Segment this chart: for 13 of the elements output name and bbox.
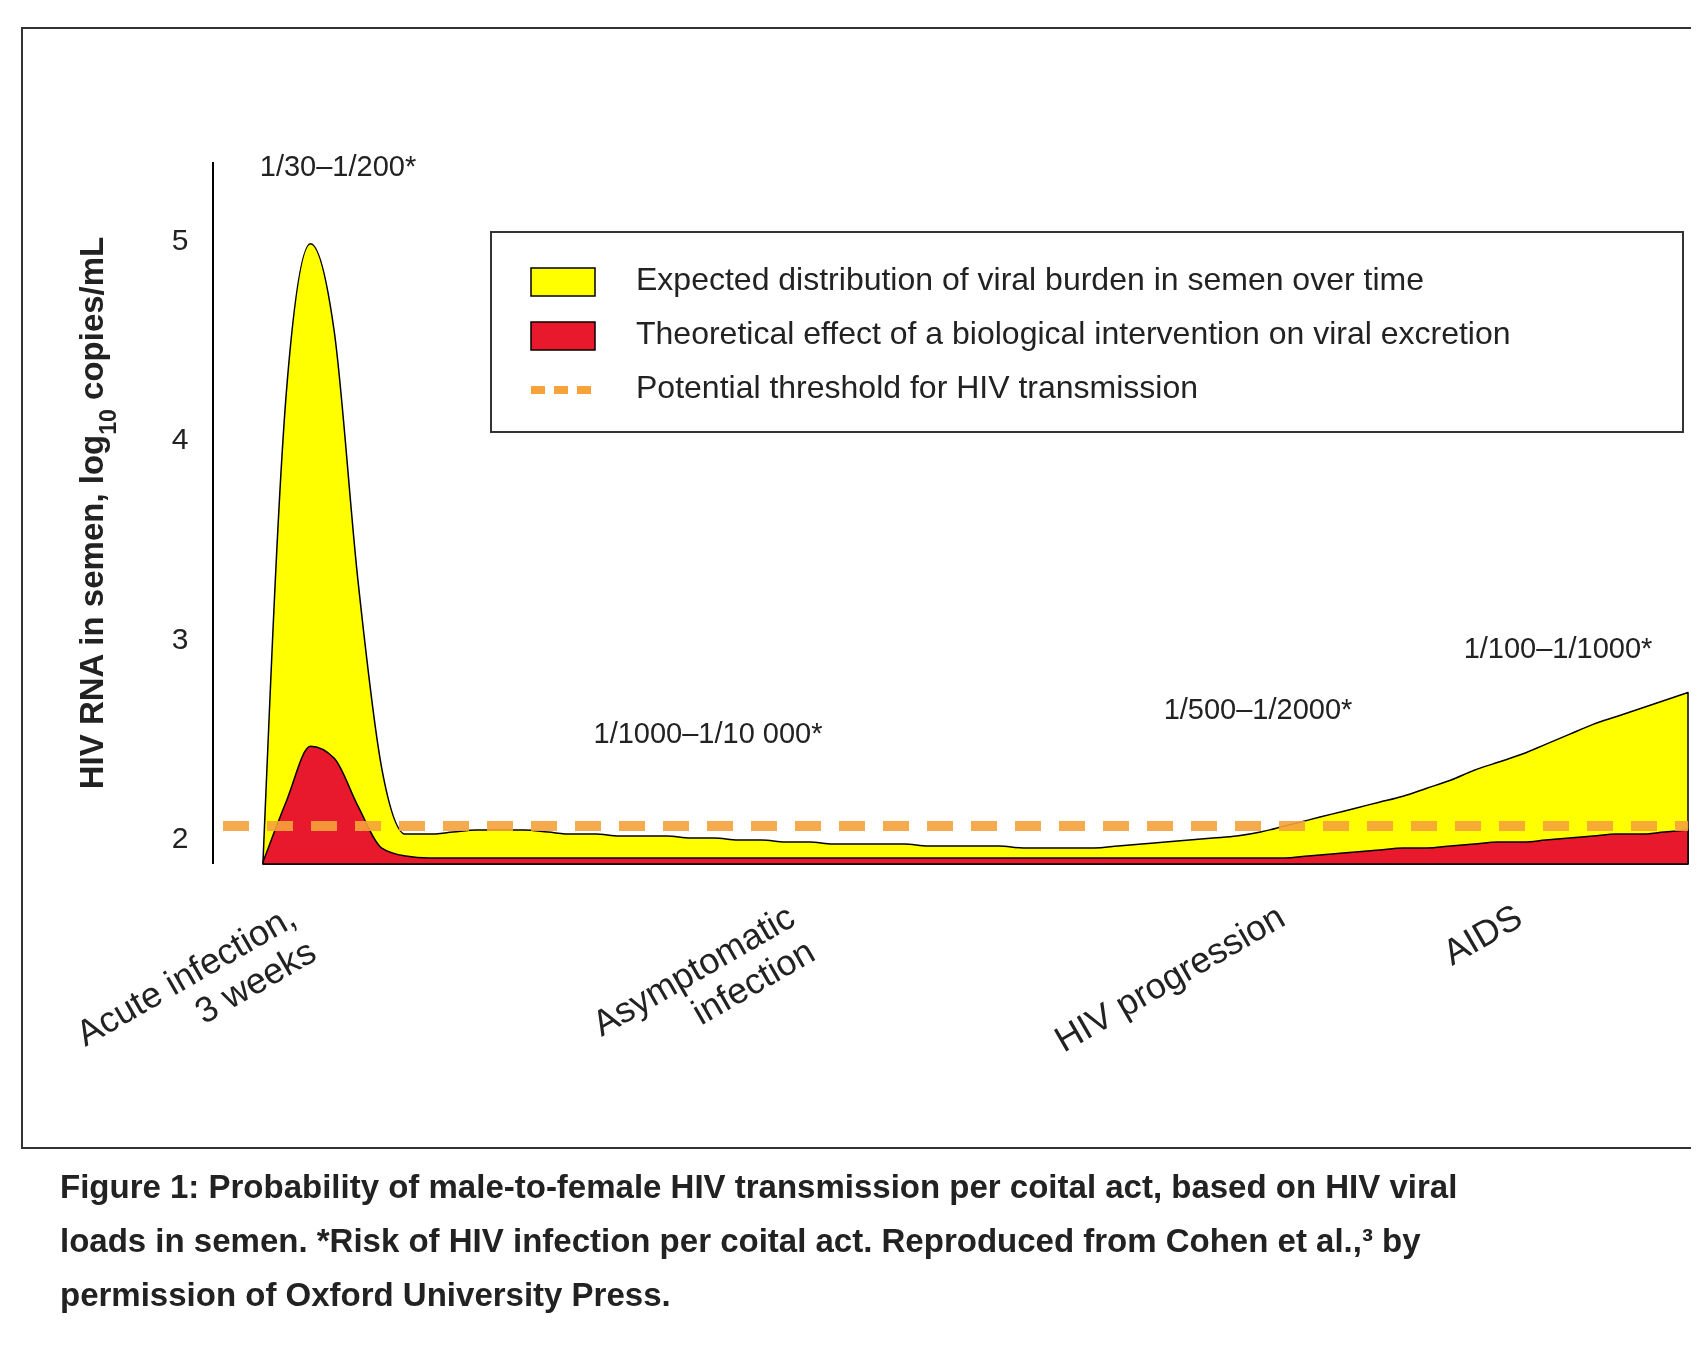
x-tick-label: AIDS — [1435, 895, 1529, 973]
legend-label: Potential threshold for HIV transmission — [636, 369, 1199, 406]
annotation: 1/100–1/1000* — [1463, 631, 1653, 664]
annotation: 1/500–1/2000* — [1163, 692, 1353, 725]
caption: Figure 1: Probability of male-to-female HIV transmission per coital act, based on HIV viral loads in semen. *Risk of HIV infection per coital act. Reproduced from Cohen et al.,³ by permission of Oxford University Press. — [60, 1168, 1458, 1313]
legend-label: Theoretical effect of a biological intervention on viral excretion — [636, 315, 1511, 352]
annotation: 1/1000–1/10 000* — [593, 716, 823, 749]
annotation: 1/30–1/200* — [259, 149, 417, 182]
y-tick-label: 2 — [171, 820, 189, 854]
y-tick-label: 3 — [171, 621, 189, 655]
legend-label: Expected distribution of viral burden in semen over time — [636, 261, 1424, 298]
y-tick-label: 4 — [171, 422, 189, 456]
y-tick-label: 5 — [171, 222, 189, 256]
